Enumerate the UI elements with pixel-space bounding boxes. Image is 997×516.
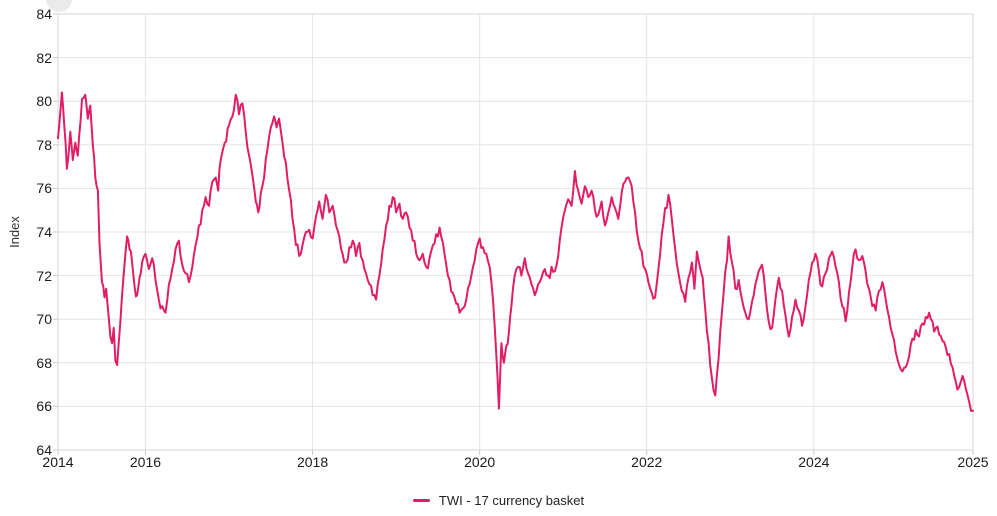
legend-label[interactable]: TWI - 17 currency basket [438,492,585,508]
y-axis-tick-label: 66 [36,398,52,415]
y-axis-tick-label: 68 [36,354,52,371]
x-axis-tick-label: 2025 [957,454,989,470]
legend-line-swatch[interactable] [412,498,430,502]
x-axis-tick-label: 2014 [42,454,74,470]
y-axis-tick-label: 84 [36,6,52,22]
y-axis-tick-label: 76 [36,180,52,197]
y-axis-tick-label: 74 [36,224,52,240]
cropped-ui-circle-fragment [46,0,72,12]
y-axis-tick-label: 82 [36,49,52,66]
twi-series-line [57,91,974,412]
x-axis-tick-label: 2018 [296,454,329,470]
y-axis-tick-label: 72 [36,267,52,284]
plot-area[interactable] [58,14,973,450]
y-axis-tick-label: 64 [36,442,52,458]
y-axis-title: Index [7,216,22,248]
plot-border [57,13,974,451]
x-axis-tick-label: 2016 [129,454,162,470]
x-axis-tick-label: 2022 [631,454,663,470]
y-axis-tick-label: 78 [36,136,52,153]
y-axis-tick-label: 80 [36,93,52,110]
x-axis-tick-label: 2024 [798,454,830,470]
legend: TWI - 17 currency basket [0,489,997,511]
x-axis-tick-label: 2020 [464,454,496,470]
y-axis-tick-label: 70 [36,311,52,328]
